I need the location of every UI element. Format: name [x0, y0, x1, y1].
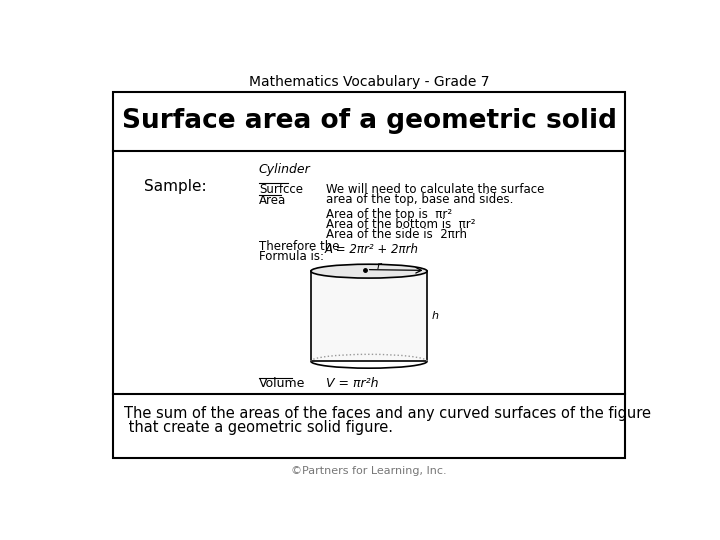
Text: Area of the bottom is  πr²: Area of the bottom is πr²	[326, 218, 476, 231]
Text: V = πr²h: V = πr²h	[326, 377, 379, 390]
Text: Area of the top is  πr²: Area of the top is πr²	[326, 208, 452, 221]
Text: Area: Area	[259, 194, 287, 207]
Text: area of the top, base and sides.: area of the top, base and sides.	[326, 193, 514, 206]
Ellipse shape	[311, 264, 427, 278]
Text: The sum of the areas of the faces and any curved surfaces of the figure: The sum of the areas of the faces and an…	[124, 406, 651, 421]
Text: Mathematics Vocabulary - Grade 7: Mathematics Vocabulary - Grade 7	[248, 75, 490, 89]
Text: Cylinder: Cylinder	[259, 164, 311, 177]
Text: Volume: Volume	[259, 377, 305, 390]
Text: Surfcce: Surfcce	[259, 183, 303, 195]
Text: Surface area of a geometric solid: Surface area of a geometric solid	[122, 108, 616, 134]
Text: Sample:: Sample:	[144, 179, 207, 194]
Text: A = 2πr² + 2πrh: A = 2πr² + 2πrh	[325, 244, 419, 256]
Text: h: h	[432, 311, 438, 321]
Text: Area of the side is  2πrh: Area of the side is 2πrh	[326, 228, 467, 241]
Text: ©Partners for Learning, Inc.: ©Partners for Learning, Inc.	[291, 465, 447, 476]
Text: Formula is:: Formula is:	[259, 251, 324, 264]
Bar	[311, 271, 427, 361]
Text: that create a geometric solid figure.: that create a geometric solid figure.	[124, 420, 393, 435]
FancyBboxPatch shape	[113, 92, 625, 457]
Text: We will need to calculate the surface: We will need to calculate the surface	[326, 183, 545, 195]
Text: r: r	[377, 261, 382, 271]
Text: Therefore the: Therefore the	[259, 240, 339, 253]
